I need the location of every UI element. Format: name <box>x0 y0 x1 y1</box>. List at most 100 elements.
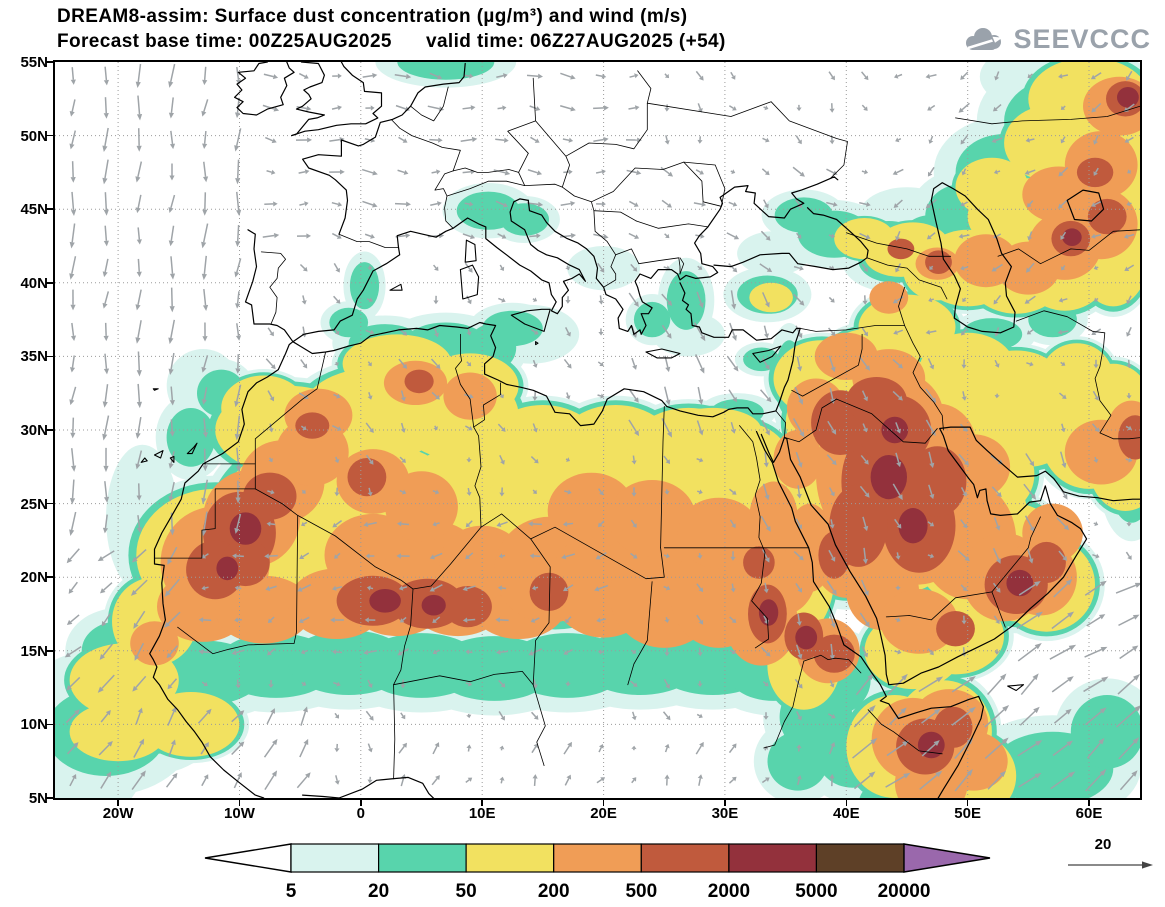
colorbar-legend: 5 20 50 200 500 2000 5000 20000 <box>204 843 991 902</box>
cloud-arrow-icon <box>966 27 1003 50</box>
country-border <box>679 257 685 275</box>
plot-title: DREAM8-assim: Surface dust concentration… <box>57 6 688 27</box>
legend-band <box>728 843 818 873</box>
lon-tick-label: 20E <box>590 805 617 822</box>
country-border <box>452 152 529 173</box>
lon-tick-mark <box>602 800 605 806</box>
country-border <box>565 70 652 157</box>
coastline <box>760 426 1140 686</box>
country-border <box>660 405 665 549</box>
wind-arrows <box>64 63 1140 792</box>
lon-tick-mark <box>1088 800 1090 806</box>
legend-tick-label: 2000 <box>708 881 750 902</box>
lat-tick-label: 55N <box>20 54 48 71</box>
island-coastline <box>510 308 551 332</box>
coastline <box>755 430 985 798</box>
river <box>739 425 769 649</box>
country-border <box>836 398 938 444</box>
lat-tick-mark <box>46 134 53 137</box>
lat-tick-label: 20N <box>20 569 48 587</box>
country-border <box>646 101 848 179</box>
country-border <box>434 170 454 229</box>
legend-tick-label: 50 <box>456 881 477 902</box>
country-border <box>627 581 653 686</box>
country-border <box>338 233 399 248</box>
island-coastline <box>645 348 681 359</box>
legend-tick-label: 5000 <box>795 881 837 902</box>
dust-band <box>216 87 1139 759</box>
legend-band <box>465 843 555 873</box>
country-border <box>898 286 905 326</box>
country-border <box>991 591 1006 628</box>
coastline <box>396 198 587 315</box>
lat-tick-label: 40N <box>20 274 48 292</box>
legend-arrow-below <box>204 843 292 873</box>
country-border <box>254 488 299 644</box>
country-border <box>763 660 805 749</box>
lon-tick-label: 0 <box>356 805 365 822</box>
country-border <box>991 516 1041 593</box>
country-border <box>530 538 551 686</box>
country-border <box>904 325 944 431</box>
country-border <box>803 654 862 674</box>
lat-tick-mark <box>46 355 53 358</box>
lat-tick-label: 15N <box>20 642 48 660</box>
wind-reference-label: 20 <box>1094 836 1112 853</box>
lon-tick-mark <box>238 800 241 806</box>
lon-tick-label: 30E <box>711 805 739 822</box>
lon-tick-mark <box>117 800 119 806</box>
lon-tick-label: 40E <box>832 805 860 822</box>
coastline <box>302 62 466 235</box>
coastline <box>302 776 435 798</box>
country-border <box>845 232 952 257</box>
lon-tick-label: 60E <box>1075 805 1103 822</box>
country-border <box>202 351 327 465</box>
country-border <box>260 251 287 325</box>
legend-band <box>815 843 905 873</box>
country-border <box>455 333 475 428</box>
country-border <box>784 398 837 443</box>
map-frame <box>53 60 1142 800</box>
lat-tick-label: 35N <box>20 348 48 366</box>
legend-arrow-above <box>903 843 991 873</box>
country-border <box>532 684 546 766</box>
coastline <box>1066 189 1105 222</box>
country-border <box>635 220 709 229</box>
lat-tick-label: 50N <box>20 127 48 145</box>
island-coastline <box>140 457 148 463</box>
island-coastline <box>389 283 403 291</box>
lat-tick-mark <box>46 208 53 210</box>
country-border <box>177 626 295 655</box>
lat-tick-mark <box>46 650 53 652</box>
country-border <box>1094 345 1140 440</box>
coastline <box>527 176 839 335</box>
coastline <box>234 62 295 116</box>
legend-tick-label: 20000 <box>878 881 931 902</box>
lat-tick-label: 5N <box>28 790 48 807</box>
country-border <box>799 325 905 332</box>
country-border <box>791 333 863 397</box>
country-border <box>1015 310 1106 347</box>
lon-tick-mark <box>360 800 362 806</box>
graticule-and-wind-layer <box>55 62 1140 798</box>
coastline <box>244 229 401 343</box>
coastline <box>291 62 383 137</box>
island-coastline <box>1007 684 1025 692</box>
island-coastline <box>153 450 164 459</box>
country-border <box>412 526 482 590</box>
dust-fill-layer <box>55 62 1140 798</box>
legend-band <box>640 843 730 873</box>
coastline <box>291 62 325 137</box>
lat-tick-label: 10N <box>20 716 48 734</box>
wind-reference-arrow <box>1068 861 1153 869</box>
country-border <box>867 709 943 755</box>
country-border <box>524 183 617 288</box>
legend-band <box>553 843 642 873</box>
lat-tick-mark <box>46 429 53 431</box>
country-border <box>775 410 786 438</box>
lon-tick-mark <box>966 800 969 806</box>
country-border <box>480 513 665 580</box>
country-border <box>593 210 637 222</box>
country-border <box>507 77 537 154</box>
coastline <box>930 182 1016 334</box>
